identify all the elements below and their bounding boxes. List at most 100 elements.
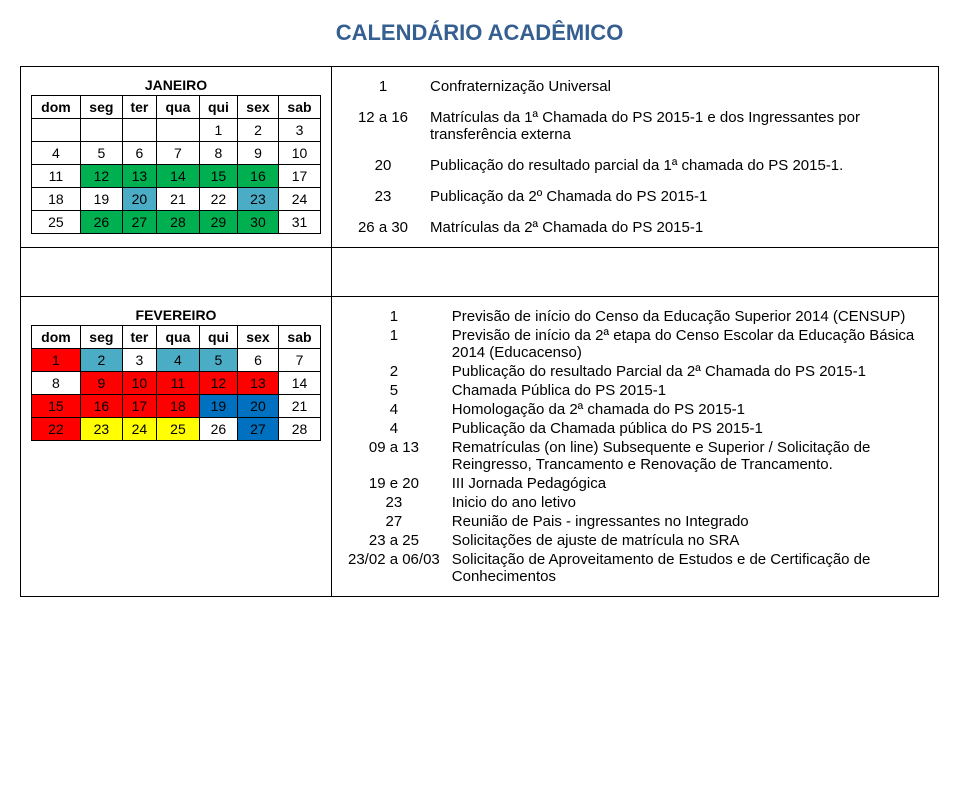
calendar-day-cell: 14 [278,372,320,395]
day-header: seg [80,326,122,349]
calendar-header-row: dom seg ter qua qui sex sab [32,96,321,119]
day-header: sab [278,96,320,119]
event-row: 27Reunião de Pais - ingressantes no Inte… [342,512,928,531]
calendar-jan: dom seg ter qua qui sex sab 123 45678910… [31,95,321,234]
event-date: 2 [342,362,446,381]
calendar-day-cell: 18 [32,188,81,211]
day-header: dom [32,96,81,119]
calendar-day-cell: 8 [199,142,237,165]
calendar-row: 18192021222324 [32,188,321,211]
calendar-day-cell: 28 [278,418,320,441]
calendar-day-cell: 20 [237,395,278,418]
calendar-row: 45678910 [32,142,321,165]
event-date: 26 a 30 [342,218,424,237]
event-row: 20Publicação do resultado parcial da 1ª … [342,156,928,175]
event-date: 23 [342,187,424,206]
day-header: seg [80,96,122,119]
calendar-day-cell: 26 [80,211,122,234]
event-row: 23 a 25Solicitações de ajuste de matrícu… [342,531,928,550]
calendar-day-cell: 11 [156,372,199,395]
calendar-day-cell: 22 [199,188,237,211]
calendar-day-cell: 18 [156,395,199,418]
calendar-day-cell: 27 [122,211,156,234]
calendar-day-cell: 9 [80,372,122,395]
calendar-day-cell: 28 [156,211,199,234]
calendar-day-cell: 6 [237,349,278,372]
event-date: 1 [342,326,446,362]
calendar-day-cell: 15 [199,165,237,188]
calendar-row: 891011121314 [32,372,321,395]
event-text: Matrículas da 1ª Chamada do PS 2015-1 e … [424,108,928,144]
calendar-day-cell: 23 [237,188,278,211]
day-header: qua [156,96,199,119]
event-row: 12 a 16Matrículas da 1ª Chamada do PS 20… [342,108,928,144]
day-header: ter [122,326,156,349]
calendar-header-row: dom seg ter qua qui sex sab [32,326,321,349]
day-header: sex [237,326,278,349]
calendar-row: 1234567 [32,349,321,372]
month-title-feb: FEVEREIRO [31,307,321,323]
event-row: 5Chamada Pública do PS 2015-1 [342,381,928,400]
event-text: Publicação da Chamada pública do PS 2015… [446,419,928,438]
day-header: qui [199,326,237,349]
event-date: 27 [342,512,446,531]
calendar-day-cell: 11 [32,165,81,188]
event-date: 19 e 20 [342,474,446,493]
calendar-row: 123 [32,119,321,142]
calendar-day-cell: 29 [199,211,237,234]
event-date: 09 a 13 [342,438,446,474]
event-text: Inicio do ano letivo [446,493,928,512]
calendar-day-cell: 12 [199,372,237,395]
calendar-day-cell: 16 [237,165,278,188]
calendar-row: 25262728293031 [32,211,321,234]
day-header: ter [122,96,156,119]
calendar-day-cell: 3 [122,349,156,372]
calendar-day-cell: 21 [278,395,320,418]
calendar-day-cell: 13 [122,165,156,188]
event-row: 23Publicação da 2º Chamada do PS 2015-1 [342,187,928,206]
calendar-day-cell: 10 [278,142,320,165]
event-row: 23Inicio do ano letivo [342,493,928,512]
calendar-day-cell: 8 [32,372,81,395]
calendar-day-cell: 24 [278,188,320,211]
calendar-day-cell: 25 [156,418,199,441]
calendar-day-cell: 23 [80,418,122,441]
calendar-day-cell: 1 [199,119,237,142]
event-text: III Jornada Pedagógica [446,474,928,493]
event-text: Rematrículas (on line) Subsequente e Sup… [446,438,928,474]
calendar-day-cell: 15 [32,395,81,418]
calendar-day-cell: 16 [80,395,122,418]
event-row: 26 a 30Matrículas da 2ª Chamada do PS 20… [342,218,928,237]
event-text: Publicação da 2º Chamada do PS 2015-1 [424,187,928,206]
day-header: sab [278,326,320,349]
event-date: 1 [342,77,424,96]
event-row: 19 e 20III Jornada Pedagógica [342,474,928,493]
calendar-day-cell: 4 [32,142,81,165]
calendar-day-cell: 19 [80,188,122,211]
event-row: 1Previsão de início da 2ª etapa do Censo… [342,326,928,362]
event-date: 20 [342,156,424,175]
day-header: dom [32,326,81,349]
event-text: Previsão de início do Censo da Educação … [446,307,928,326]
calendar-row: 22232425262728 [32,418,321,441]
calendar-day-cell: 22 [32,418,81,441]
event-date: 5 [342,381,446,400]
event-row: 1Confraternização Universal [342,77,928,96]
calendar-day-cell: 14 [156,165,199,188]
month-title-jan: JANEIRO [31,77,321,93]
calendar-day-cell: 25 [32,211,81,234]
event-row: 23/02 a 06/03Solicitação de Aproveitamen… [342,550,928,586]
page-title: CALENDÁRIO ACADÊMICO [20,20,939,46]
calendar-day-cell: 9 [237,142,278,165]
day-header: qua [156,326,199,349]
calendar-day-cell: 6 [122,142,156,165]
calendar-row: 11121314151617 [32,165,321,188]
events-jan: 1Confraternização Universal 12 a 16Matríc… [342,77,928,237]
calendar-day-cell: 30 [237,211,278,234]
event-text: Confraternização Universal [424,77,928,96]
event-row: 4Homologação da 2ª chamada do PS 2015-1 [342,400,928,419]
calendar-day-cell: 17 [278,165,320,188]
event-text: Homologação da 2ª chamada do PS 2015-1 [446,400,928,419]
layout-table: JANEIRO dom seg ter qua qui sex sab 1 23 … [20,66,939,597]
event-date: 23/02 a 06/03 [342,550,446,586]
